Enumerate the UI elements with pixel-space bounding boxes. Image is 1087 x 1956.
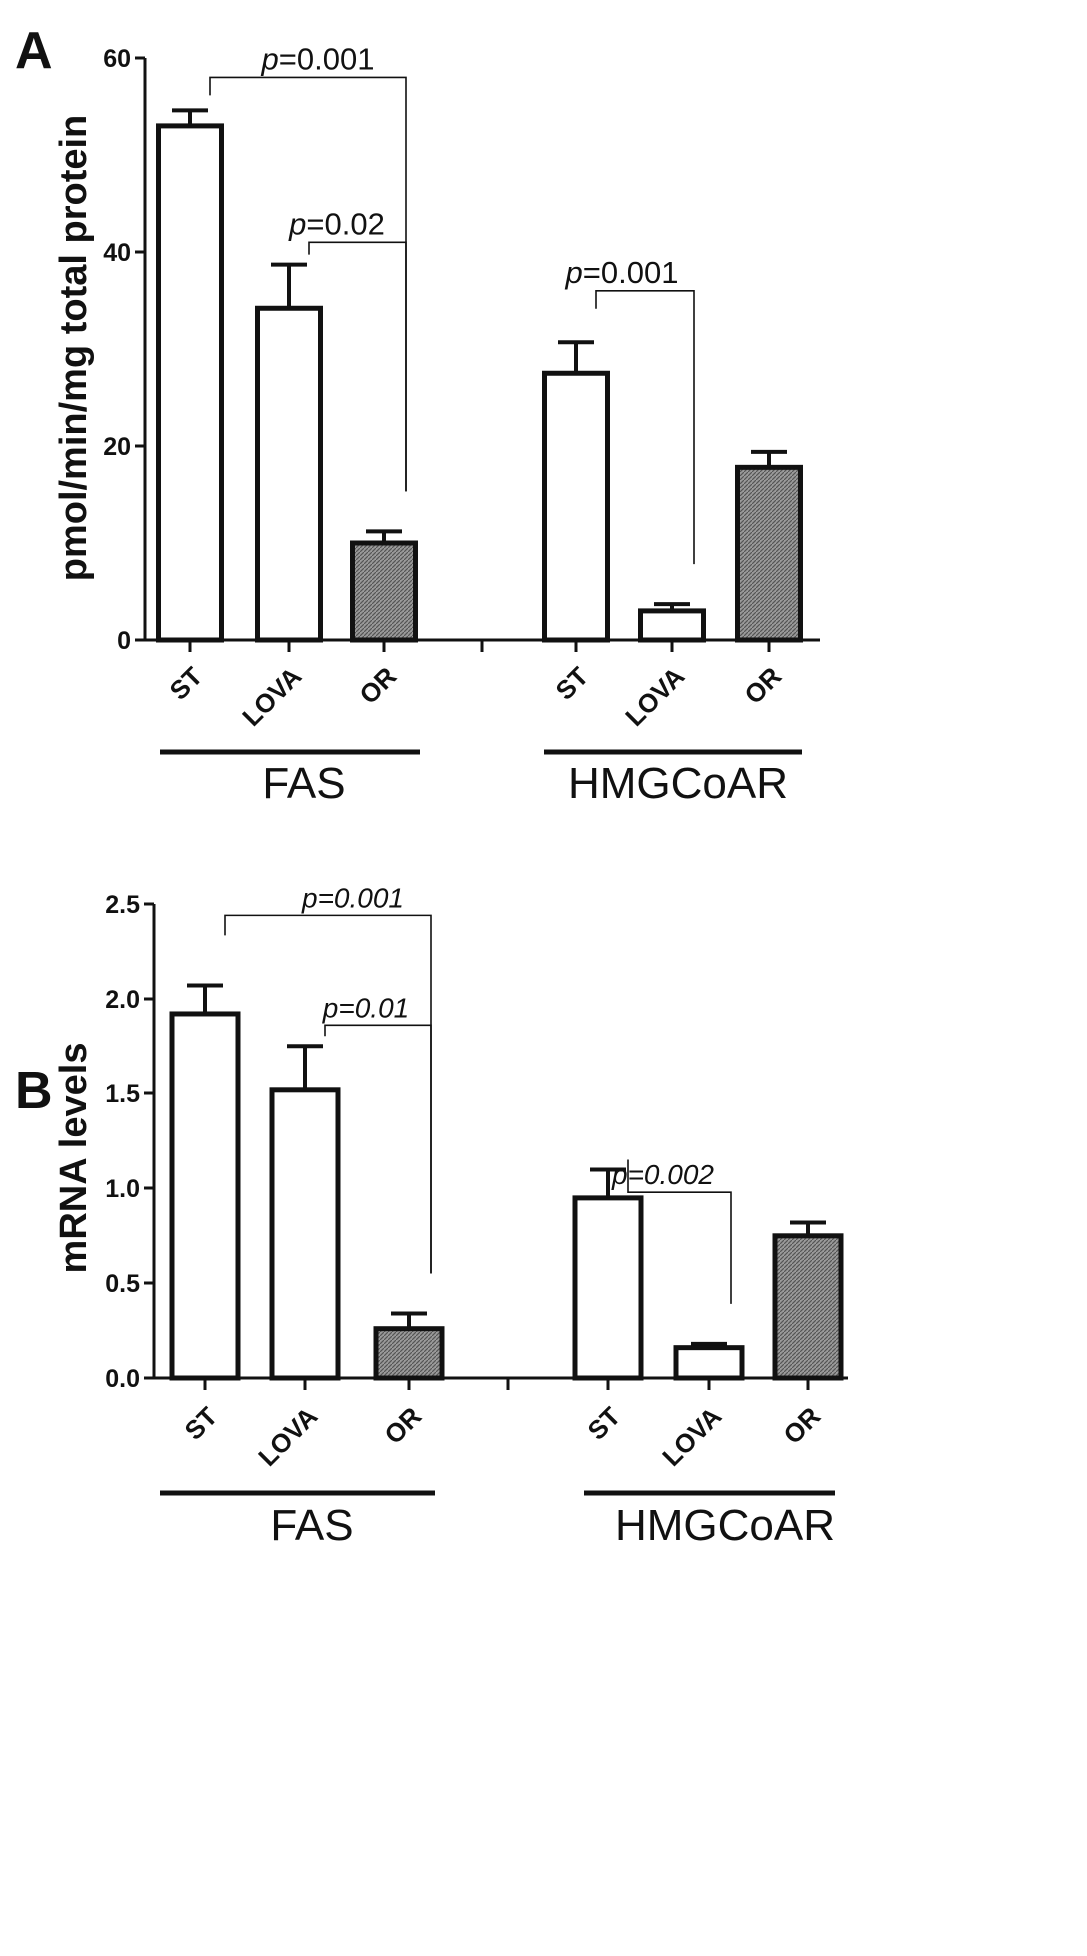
panel-a-chart: A pmol/min/mg total protein 0 20 40 60 ST LOV… [15,22,820,808]
panel-b-y-tick-label: 2.5 [105,891,140,919]
panel-a-y-axis-label: pmol/min/mg total protein [53,115,95,582]
panel-b-y-tick-label: 2.0 [105,986,140,1014]
panel-a-p-value-label: p=0.02 [288,206,385,241]
panel-a-category-label: ST [164,661,209,706]
panel-b-significance-bracket [324,1024,432,1274]
panel-b-category-label: OR [378,1401,427,1450]
panel-b-chart: B mRNA levels 0.0 0.5 1.0 1.5 2.0 2.5 ST LOVA OR… [15,882,848,1550]
panel-b-y-tick-label: 0.5 [105,1270,140,1298]
panel-b-category-label: ST [179,1401,224,1446]
panel-a-bar-st-0 [156,123,224,643]
panel-b-letter: B [15,1062,53,1120]
panel-a-y-tick-label: 40 [103,239,131,267]
panel-a-significance-bracket [595,290,695,565]
panel-a-bar-lova-4 [638,608,706,643]
panel-a-significance-bracket [308,241,407,492]
panel-b-category-label: OR [777,1401,826,1450]
panel-a-category-label: OR [353,661,402,710]
panel-a-group-label-hmgcoar: HMGCoAR [568,759,788,808]
panel-a-category-label: OR [738,661,787,710]
panel-a-bar-or-5 [735,464,803,643]
panel-a-y-tick-label: 0 [117,627,131,655]
panel-b-p-value-label: p=0.001 [301,882,404,913]
panel-b-bar-or-2 [373,1326,445,1381]
panel-b-bar-st-3 [572,1195,644,1381]
panel-a-category-label: ST [550,661,595,706]
panel-b-y-axis-label: mRNA levels [53,1043,95,1274]
panel-b-y-tick-label: 1.0 [105,1175,140,1203]
panel-b-bar-lova-1 [269,1087,341,1381]
panel-b-group-label-fas: FAS [270,1501,353,1550]
panel-a-p-value-label: p=0.001 [261,41,375,76]
panel-a-bar-or-2 [350,540,418,643]
panel-b-y-tick-label: 0.0 [105,1365,140,1393]
panel-a-category-label: LOVA [619,661,690,732]
panel-a-category-label: LOVA [236,661,307,732]
panel-a-bar-lova-1 [255,305,323,643]
panel-b-category-label: LOVA [252,1401,323,1472]
panel-b-y-tick-label: 1.5 [105,1080,140,1108]
panel-b-category-label: ST [582,1401,627,1446]
panel-a-p-value-label: p=0.001 [565,255,679,290]
panel-a-y-tick-label: 20 [103,433,131,461]
panel-a-bar-st-3 [542,370,610,643]
panel-b-group-label-hmgcoar: HMGCoAR [615,1501,835,1550]
panel-a-group-label-fas: FAS [262,759,345,808]
panel-b-bar-lova-4 [673,1345,745,1381]
panel-b-bar-or-5 [772,1233,844,1381]
panel-b-significance-bracket [627,1159,732,1304]
panel-b-category-label: LOVA [656,1401,727,1472]
panel-a-letter: A [15,22,53,80]
panel-b-p-value-label: p=0.01 [322,992,409,1023]
panel-b-bar-st-0 [169,1011,241,1381]
panel-b-p-value-label: p=0.002 [611,1159,714,1190]
panel-a-y-tick-label: 60 [103,45,131,73]
